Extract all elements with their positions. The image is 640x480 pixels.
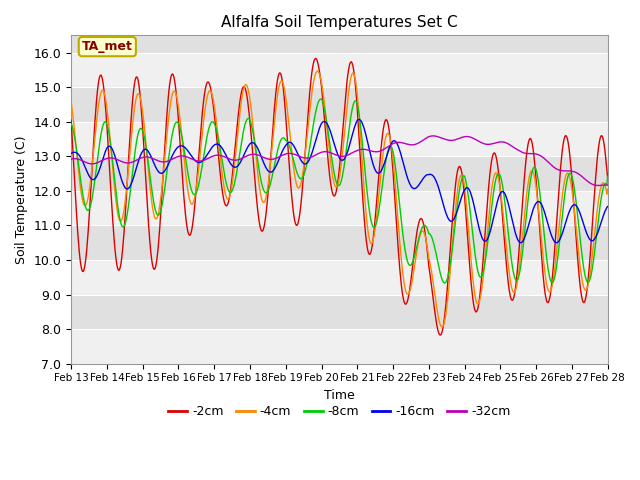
Bar [71, 191, 607, 226]
Bar [71, 122, 607, 156]
Text: TA_met: TA_met [82, 40, 132, 53]
X-axis label: Time: Time [324, 389, 355, 402]
Bar [71, 329, 607, 364]
Bar [71, 53, 607, 87]
Bar [71, 260, 607, 295]
Legend: -2cm, -4cm, -8cm, -16cm, -32cm: -2cm, -4cm, -8cm, -16cm, -32cm [163, 400, 515, 423]
Y-axis label: Soil Temperature (C): Soil Temperature (C) [15, 135, 28, 264]
Title: Alfalfa Soil Temperatures Set C: Alfalfa Soil Temperatures Set C [221, 15, 458, 30]
